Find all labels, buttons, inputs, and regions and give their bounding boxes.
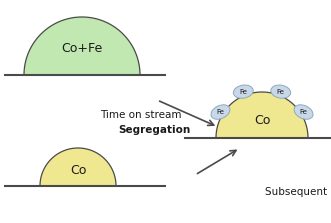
Polygon shape [216,92,308,138]
Polygon shape [24,17,140,75]
Text: Subsequent impregnations: Subsequent impregnations [265,187,331,197]
Text: Segregation: Segregation [118,125,190,135]
Text: Fe: Fe [239,89,247,95]
Text: Time on stream: Time on stream [100,110,181,120]
Ellipse shape [294,105,313,119]
Polygon shape [40,148,116,186]
Text: Fe: Fe [216,109,224,115]
Text: Co+Fe: Co+Fe [61,42,103,55]
Ellipse shape [233,85,253,98]
Text: Co: Co [70,163,86,177]
Text: Co: Co [254,114,270,127]
Ellipse shape [211,105,230,119]
Text: Fe: Fe [277,89,285,95]
Text: Fe: Fe [300,109,307,115]
Ellipse shape [271,85,291,98]
